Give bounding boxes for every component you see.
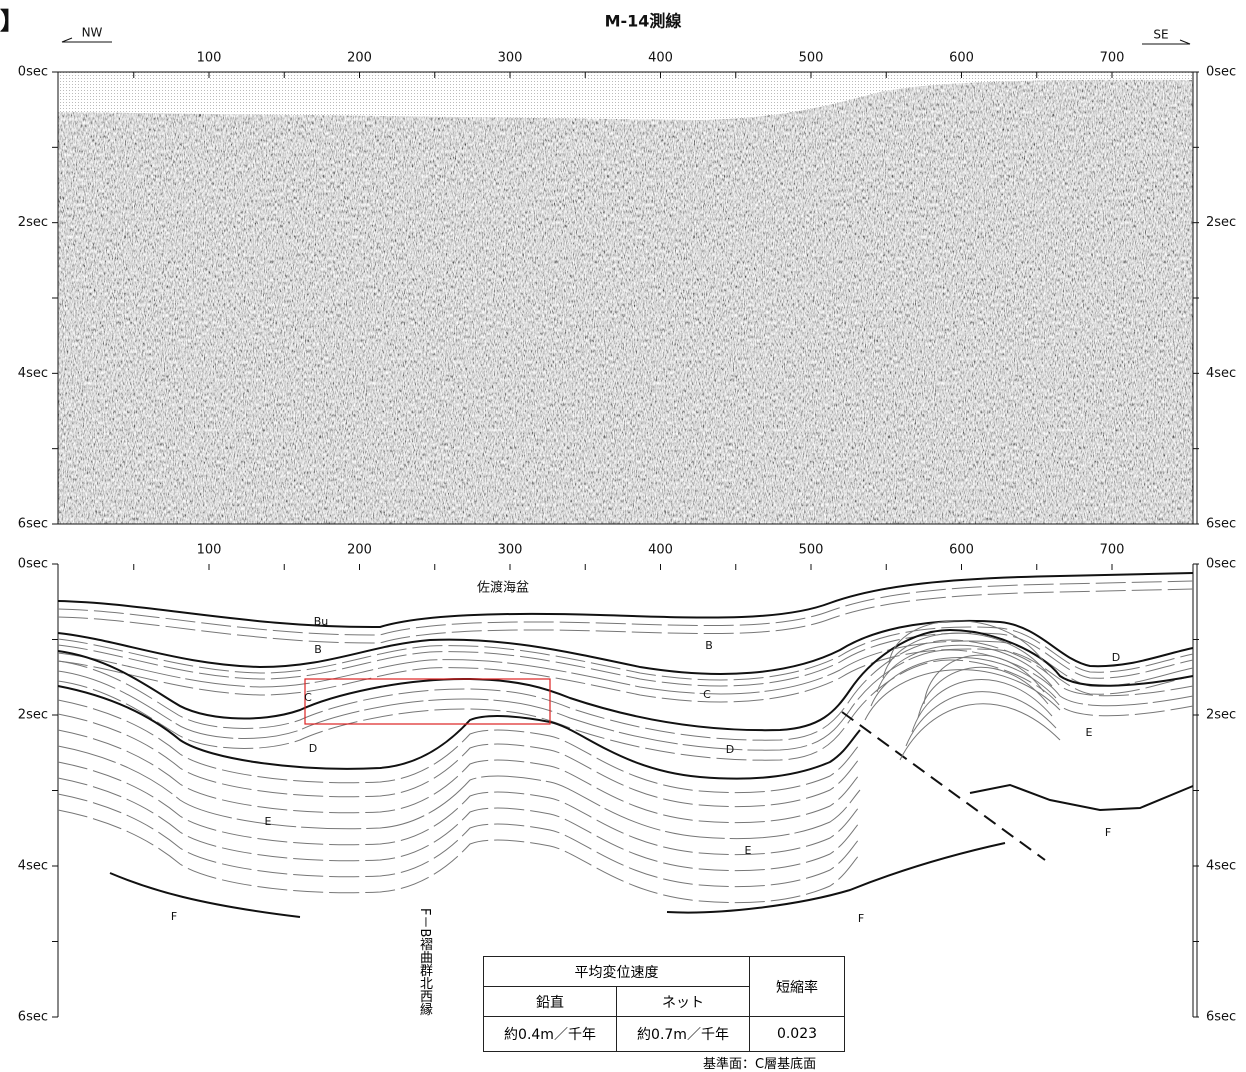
layer-label: C — [304, 691, 312, 704]
layer-label: E — [1086, 726, 1093, 739]
layer-label: B — [705, 639, 713, 652]
horizon — [58, 794, 860, 887]
direction: NW — [82, 26, 103, 40]
layer-label: Bu — [314, 615, 329, 628]
layer-label: D — [1112, 651, 1120, 664]
horizon — [58, 810, 860, 903]
x-tick-label: 500 — [799, 51, 824, 66]
cell: 鉛直 — [484, 987, 617, 1017]
layer-label: F — [1105, 826, 1111, 839]
horizon — [58, 660, 1193, 760]
horizon — [58, 649, 1193, 702]
y-tick-label: 0sec — [1206, 65, 1236, 80]
x-tick-label: 300 — [498, 51, 523, 66]
x-tick-label: 400 — [648, 51, 673, 66]
y-tick-label: 0sec — [18, 557, 48, 572]
basin-label: 佐渡海盆 — [477, 580, 529, 596]
x-tick-label: 600 — [949, 543, 974, 558]
y-tick-label: 4sec — [1206, 859, 1236, 874]
y-tick-label: 6sec — [18, 517, 48, 532]
layer-label: D — [309, 742, 317, 755]
horizon — [912, 679, 1052, 732]
y-tick-label: 2sec — [18, 215, 48, 230]
horizon — [900, 704, 1060, 760]
direction: SE — [1153, 28, 1168, 42]
x-tick-label: 700 — [1100, 51, 1125, 66]
layer-label: F — [858, 912, 864, 925]
cell: 短縮率 — [750, 957, 845, 1017]
horizon — [58, 627, 1193, 680]
y-tick-label: 2sec — [1206, 708, 1236, 723]
horizon — [58, 640, 1193, 740]
x-tick-label: 500 — [799, 543, 824, 558]
horizon — [58, 778, 860, 871]
cell: 約0.7m／千年 — [617, 1017, 750, 1052]
title: M-14測線 — [605, 12, 682, 31]
cell: 0.023 — [750, 1017, 845, 1052]
x-tick-label: 300 — [498, 543, 523, 558]
y-tick-label: 4sec — [18, 859, 48, 874]
layer-label: E — [745, 844, 752, 857]
layer-label: E — [265, 815, 272, 828]
x-tick-label: 100 — [197, 543, 222, 558]
horizons — [58, 573, 1193, 917]
horizon — [58, 730, 860, 823]
y-tick-label: 4sec — [1206, 366, 1236, 381]
y-tick-label: 6sec — [18, 1010, 48, 1025]
x-tick-label: 700 — [1100, 543, 1125, 558]
fault-label: F－B褶曲群北西縁 — [416, 908, 432, 1015]
y-tick-label: 2sec — [18, 708, 48, 723]
layer-label: F — [171, 910, 177, 923]
x-tick-label: 600 — [949, 51, 974, 66]
layer-label: B — [314, 643, 322, 656]
y-tick-label: 6sec — [1206, 1010, 1236, 1025]
y-tick-label: 0sec — [1206, 557, 1236, 572]
x-tick-label: 200 — [347, 543, 372, 558]
note: 基準面：C層基底面 — [703, 1053, 816, 1072]
cell: 平均変位速度 — [484, 957, 750, 987]
horizon — [58, 762, 860, 855]
figure: 】 M-14測線 NW SE 100 200 300 400 500 600 700 0sec… — [0, 0, 1246, 1072]
y-tick-label: 2sec — [1206, 215, 1236, 230]
layer-label: D — [726, 743, 734, 756]
y-tick-label: 6sec — [1206, 517, 1236, 532]
profile: 】 M-14測線 NW SE 100 200 300 400 500 600 700 0sec… — [0, 0, 1246, 1072]
y-tick-label: 4sec — [18, 366, 48, 381]
cell: ネット — [617, 987, 750, 1017]
seismic-image — [58, 72, 1193, 524]
y-tick-label: 0sec — [18, 65, 48, 80]
x-tick-label: 100 — [197, 51, 222, 66]
x-tick-label: 400 — [648, 543, 673, 558]
cell: 約0.4m／千年 — [484, 1017, 617, 1052]
corner-mark: 】 — [0, 7, 24, 35]
x-tick-label: 200 — [347, 51, 372, 66]
layer-label: C — [703, 688, 711, 701]
